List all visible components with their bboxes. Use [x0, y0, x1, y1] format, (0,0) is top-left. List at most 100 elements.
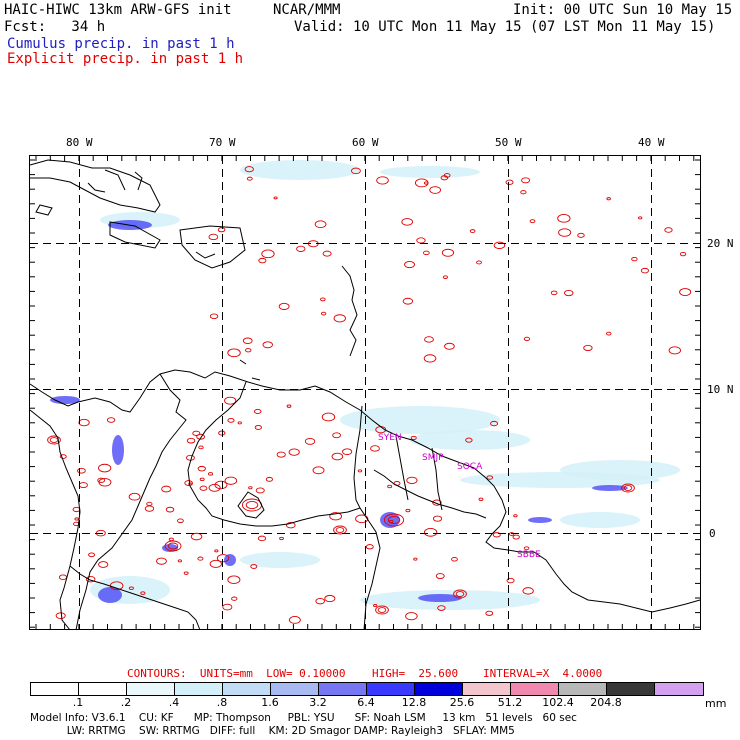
explicit-contour	[216, 554, 230, 563]
contour-interval: INTERVAL=X 4.0000	[483, 667, 603, 680]
lat-label-0: 0	[709, 527, 716, 540]
explicit-contour	[357, 469, 363, 473]
explicit-contour	[199, 477, 205, 482]
explicit-contour	[192, 430, 201, 436]
coastlines	[29, 159, 701, 631]
explicit-contour	[320, 311, 327, 316]
precip-patch	[50, 396, 80, 404]
explicit-contour	[405, 508, 411, 513]
frame-ticks	[30, 156, 700, 629]
explicit-contour	[97, 477, 106, 483]
explicit-contour	[668, 346, 681, 355]
explicit-contour	[476, 260, 482, 265]
explicit-contour	[557, 214, 571, 223]
explicit-contour	[429, 186, 442, 194]
explicit-contour	[621, 483, 635, 493]
precip-patch	[560, 512, 640, 528]
colorbar-cell	[30, 682, 79, 696]
legend-explicit: Explicit precip. in past 1 h	[7, 51, 244, 67]
contour-units: CONTOURS: UNITS=mm LOW= 0.10000	[127, 667, 346, 680]
colorbar-cell	[606, 682, 655, 696]
explicit-contour	[564, 289, 574, 297]
explicit-contour	[186, 454, 195, 461]
explicit-contour	[342, 448, 353, 456]
explicit-contour	[523, 336, 531, 342]
colorbar-cell	[318, 682, 367, 696]
explicit-contour	[424, 336, 434, 343]
explicit-contour	[332, 432, 341, 439]
graticule	[30, 156, 700, 629]
colorbar-cell	[78, 682, 127, 696]
colorbar-cell	[222, 682, 271, 696]
precip-patch	[240, 552, 320, 568]
explicit-contour	[254, 408, 262, 414]
explicit-contour	[304, 437, 316, 445]
explicit-contour	[258, 257, 267, 264]
explicit-contour	[227, 575, 241, 584]
precip-layer	[47, 160, 692, 624]
explicit-contour	[521, 177, 531, 184]
explicit-contour	[442, 275, 449, 279]
explicit-contour	[59, 454, 67, 459]
explicit-contour	[640, 267, 649, 274]
explicit-contour	[441, 248, 455, 257]
explicit-contour	[664, 227, 673, 233]
explicit-contour	[485, 610, 494, 616]
explicit-contour	[188, 482, 193, 486]
explicit-contour	[224, 476, 238, 485]
explicit-contour	[209, 559, 222, 568]
explicit-contour	[78, 482, 88, 489]
explicit-contour	[387, 484, 393, 489]
explicit-contour	[435, 573, 445, 580]
precip-patch	[98, 587, 122, 603]
explicit-contour	[244, 166, 254, 173]
explicit-contour	[47, 435, 61, 445]
explicit-contour	[98, 561, 109, 568]
explicit-contour	[237, 421, 242, 425]
explicit-contour	[423, 250, 430, 256]
explicit-contour	[606, 197, 611, 201]
colorbar-label: 51.2	[497, 696, 523, 709]
explicit-contour	[198, 445, 204, 450]
colorbar-cell	[462, 682, 511, 696]
explicit-contour	[329, 512, 342, 521]
explicit-contour	[558, 228, 572, 237]
explicit-contour	[437, 605, 446, 611]
forecast-hour: Fcst: 34 h	[4, 19, 106, 35]
explicit-contour	[77, 467, 86, 474]
contour-high: HIGH= 25.600	[372, 667, 459, 680]
explicit-contour	[404, 260, 415, 269]
explicit-contour	[490, 420, 499, 427]
explicit-contour	[401, 218, 413, 226]
explicit-contour	[217, 227, 226, 233]
explicit-contour	[631, 256, 638, 262]
explicit-contour	[265, 476, 273, 482]
explicit-contour	[164, 540, 182, 552]
explicit-contour	[273, 196, 278, 200]
explicit-contour	[197, 465, 206, 472]
explicit-contour	[161, 485, 172, 493]
explicit-contour	[186, 437, 196, 444]
precip-patch	[240, 160, 360, 180]
explicit-contour	[505, 179, 514, 185]
explicit-contour	[638, 216, 643, 220]
explicit-contour	[453, 589, 467, 599]
explicit-contour	[451, 556, 458, 562]
explicit-contour	[208, 233, 219, 241]
precip-patch	[592, 485, 628, 491]
colorbar-cell	[366, 682, 415, 696]
explicit-contour	[444, 342, 455, 350]
explicit-contour	[388, 519, 394, 524]
explicit-contour	[331, 452, 344, 461]
explicit-contour	[276, 451, 286, 458]
colorbar-label: .1	[72, 696, 84, 709]
explicit-contour	[465, 437, 473, 443]
explicit-contour	[324, 594, 336, 603]
explicit-contour	[128, 586, 134, 590]
colorbar-unit: mm	[705, 697, 727, 710]
precip-patch	[340, 406, 500, 434]
station-label-sbbe: SBBE	[517, 550, 541, 560]
explicit-contour	[261, 249, 275, 259]
explicit-contour	[227, 348, 241, 358]
explicit-contour	[423, 528, 438, 537]
